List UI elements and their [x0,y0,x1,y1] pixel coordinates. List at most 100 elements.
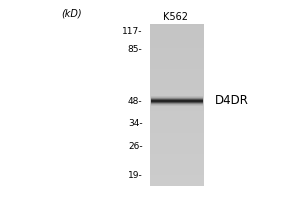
Bar [150,93,204,94]
Bar [151,105,203,106]
Bar [150,73,204,74]
Bar [150,32,204,33]
Bar [151,102,203,103]
Bar [150,145,204,146]
Bar [150,114,204,115]
Bar [150,42,204,43]
Bar [150,99,204,100]
Bar [150,51,204,52]
Bar [150,152,204,153]
Bar [150,75,204,76]
Bar [150,89,204,90]
Bar [151,104,203,105]
Bar [150,150,204,151]
Bar [150,122,204,123]
Bar [150,59,204,60]
Bar [150,165,204,166]
Bar [150,79,204,80]
Bar [150,158,204,159]
Bar [150,34,204,35]
Bar [150,30,204,31]
Bar [150,140,204,141]
Bar [150,26,204,27]
Bar [151,105,203,106]
Text: 117-: 117- [122,26,142,36]
Bar [150,181,204,182]
Bar [150,29,204,30]
Bar [150,69,204,70]
Bar [150,63,204,64]
Bar [150,57,204,58]
Bar [151,102,203,103]
Bar [150,96,204,97]
Text: 34-: 34- [128,118,142,128]
Bar [150,138,204,139]
Bar [150,39,204,40]
Bar [150,175,204,176]
Bar [150,88,204,89]
Bar [150,172,204,173]
Bar [150,45,204,46]
Bar [150,113,204,114]
Bar [150,33,204,34]
Bar [150,136,204,137]
Bar [150,108,204,109]
Bar [150,157,204,158]
Bar [150,98,204,99]
Bar [150,115,204,116]
Bar [150,53,204,54]
Bar [150,179,204,180]
Bar [151,98,203,99]
Bar [150,120,204,121]
Bar [150,109,204,110]
Bar [150,110,204,111]
Bar [151,103,203,104]
Bar [150,185,204,186]
Bar [150,93,204,94]
Bar [150,95,204,96]
Bar [150,103,204,104]
Bar [150,47,204,48]
Bar [150,65,204,66]
Bar [150,129,204,130]
Bar [150,178,204,179]
Bar [150,144,204,146]
Bar [150,143,204,144]
Bar [150,55,204,56]
Bar [150,80,204,82]
Bar [151,96,203,97]
Bar [150,130,204,131]
Bar [150,168,204,169]
Bar [150,91,204,92]
Bar [150,183,204,184]
Bar [150,87,204,88]
Bar [150,142,204,143]
Text: 26-: 26- [128,142,142,151]
Bar [150,132,204,133]
Bar [150,52,204,53]
Bar [150,94,204,95]
Bar [151,98,203,99]
Bar [150,184,204,185]
Bar [150,24,204,25]
Bar [150,155,204,156]
Bar [150,28,204,29]
Bar [150,127,204,128]
Bar [150,112,204,113]
Bar [150,151,204,152]
Bar [150,170,204,171]
Bar [150,107,204,108]
Bar [150,82,204,83]
Bar [150,92,204,93]
Bar [150,68,204,69]
Bar [150,148,204,149]
Bar [150,72,204,73]
Bar [150,76,204,77]
Bar [150,25,204,26]
Bar [150,31,204,32]
Bar [150,124,204,125]
Text: 85-: 85- [128,45,142,53]
Bar [150,134,204,135]
Bar [150,163,204,164]
Bar [150,162,204,163]
